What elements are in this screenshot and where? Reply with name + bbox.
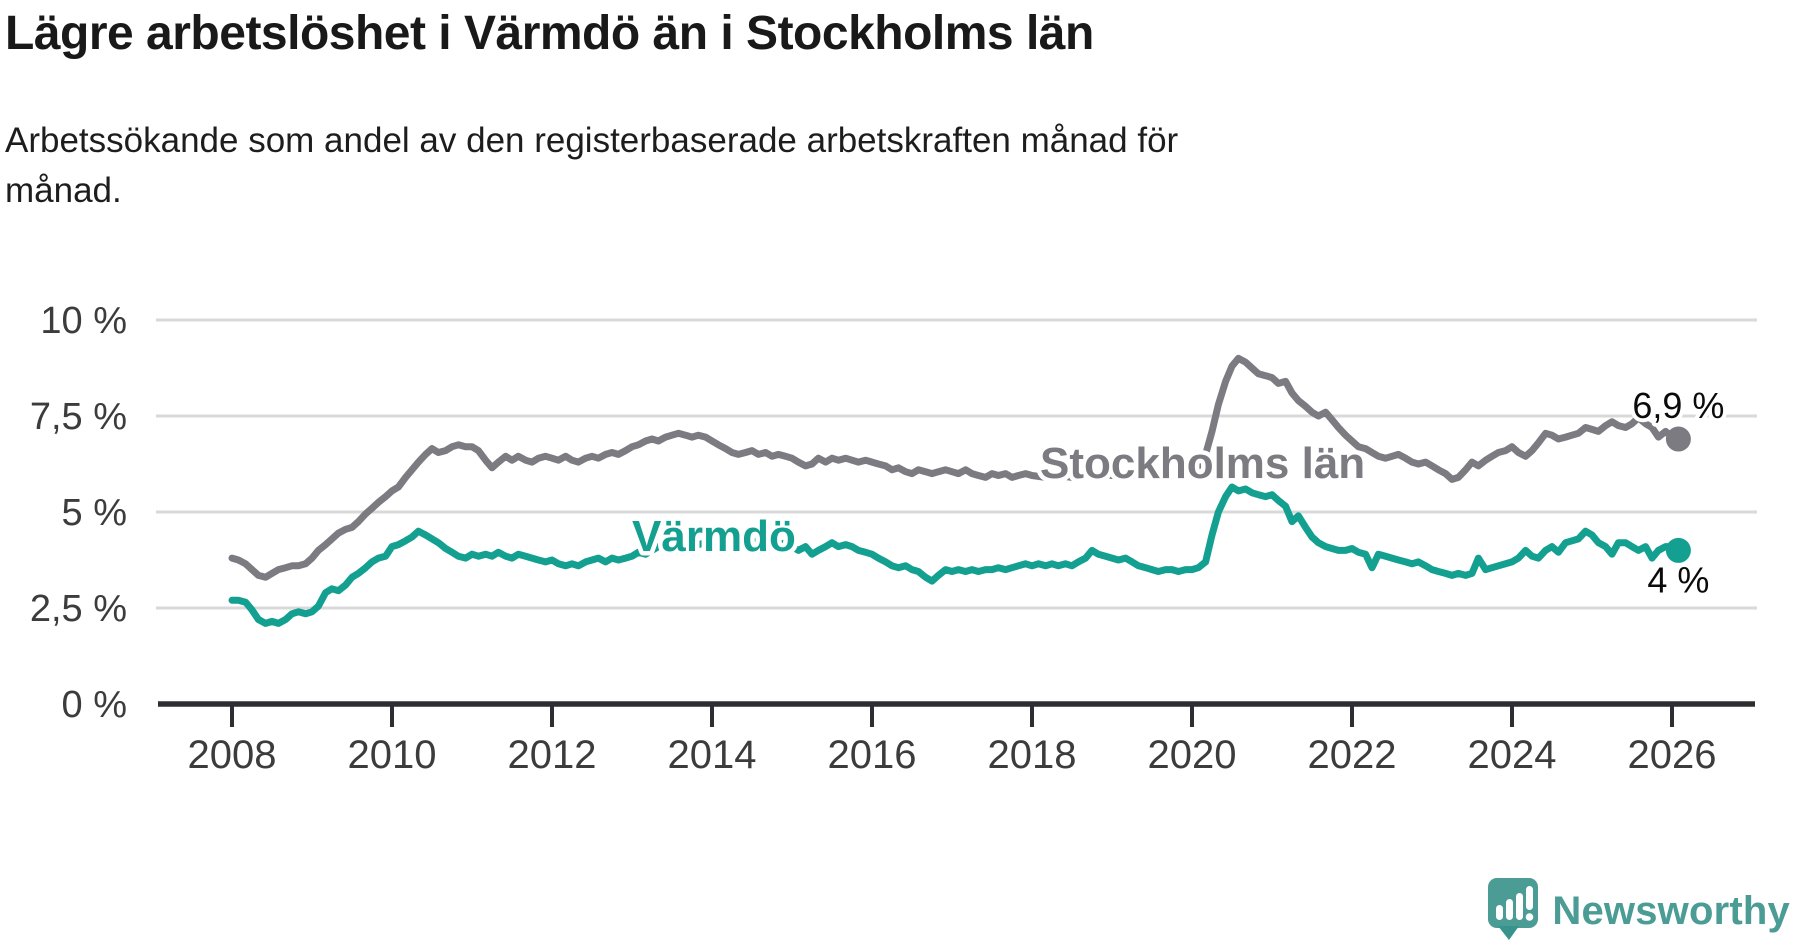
x-tick-label: 2010: [348, 733, 437, 777]
x-tick-label: 2018: [988, 733, 1077, 777]
y-tick-label: 2,5 %: [30, 588, 127, 630]
series-line: [228, 354, 1682, 581]
chart-subtitle: Arbetssökande som andel av den registerb…: [5, 116, 1178, 216]
series-label: Värmdö: [632, 512, 796, 561]
y-tick-label: 0 %: [62, 684, 127, 726]
series-line: [228, 483, 1682, 627]
chart-subtitle-line2: månad.: [5, 171, 122, 211]
y-tick-label: 5 %: [62, 492, 127, 534]
x-tick-label: 2022: [1308, 733, 1397, 777]
newsworthy-icon: [1488, 878, 1539, 940]
chart-subtitle-line1: Arbetssökande som andel av den registerb…: [5, 121, 1179, 160]
series-label: Stockholms län: [1040, 439, 1365, 488]
exclamation-bar: [1526, 886, 1534, 910]
y-tick-label: 10 %: [40, 300, 127, 342]
series-end-dot: [1665, 426, 1691, 452]
newsworthy-logo: Newsworthy: [1488, 878, 1790, 944]
series-end-label: 4 %: [1647, 559, 1709, 600]
speech-bubble-tail: [1498, 926, 1520, 940]
exclamation-dot: [1526, 913, 1534, 921]
x-tick-label: 2014: [668, 733, 757, 777]
series-end-dot: [1665, 537, 1691, 563]
x-tick-label: 2026: [1628, 733, 1717, 777]
x-tick-label: 2012: [508, 733, 597, 777]
chart-title: Lägre arbetslöshet i Värmdö än i Stockho…: [5, 7, 1094, 60]
series-end-label: 6,9 %: [1632, 385, 1724, 426]
x-tick-label: 2020: [1148, 733, 1237, 777]
x-tick-label: 2016: [828, 733, 917, 777]
x-tick-label: 2008: [188, 733, 277, 777]
x-tick-label: 2024: [1468, 733, 1557, 777]
y-tick-label: 7,5 %: [30, 396, 127, 438]
newsworthy-brand-text: Newsworthy: [1552, 888, 1790, 933]
